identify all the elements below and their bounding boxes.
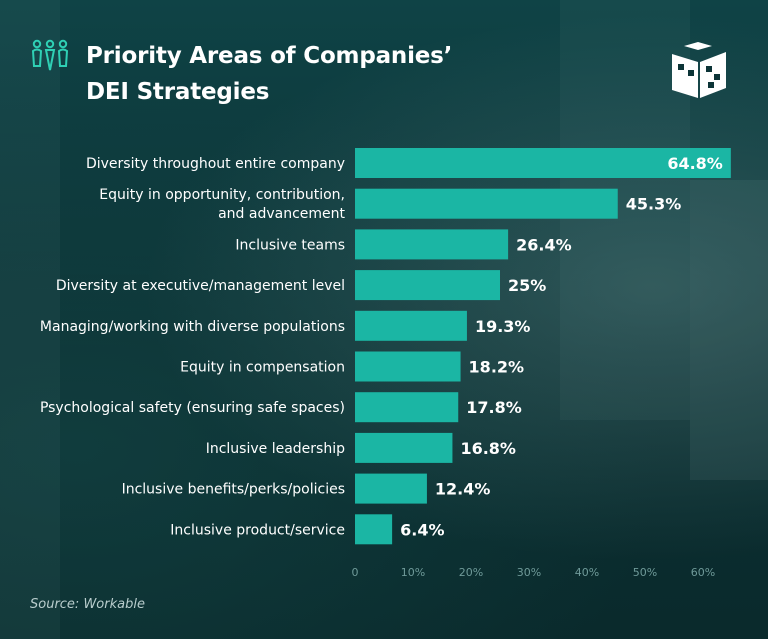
people-diversity-icon bbox=[31, 39, 69, 71]
category-label-1-line-1: and advancement bbox=[218, 206, 345, 222]
tick-label-3: 30% bbox=[517, 566, 541, 579]
tick-label-1: 10% bbox=[401, 566, 425, 579]
bar-1 bbox=[355, 188, 618, 219]
bar-2 bbox=[355, 229, 509, 260]
tick-label-4: 40% bbox=[575, 566, 599, 579]
category-label-0: Diversity throughout entire company bbox=[86, 156, 345, 172]
value-label-3: 25% bbox=[508, 276, 546, 295]
category-labels: Diversity throughout entire company Equit… bbox=[40, 156, 346, 538]
bar-6 bbox=[355, 392, 459, 423]
category-label-1-line-0: Equity in opportunity, contribution, bbox=[99, 187, 345, 203]
x-axis-ticks: 0 10% 20% 30% 40% 50% 60% bbox=[352, 566, 716, 579]
bar-3 bbox=[355, 270, 500, 301]
bg-building-left bbox=[0, 0, 60, 639]
tick-label-5: 50% bbox=[633, 566, 657, 579]
value-label-4: 19.3% bbox=[475, 317, 531, 336]
chart-title: Priority Areas of Companies’ DEI Strategi… bbox=[86, 38, 452, 110]
bar-9 bbox=[355, 514, 393, 545]
category-label-7: Inclusive leadership bbox=[206, 441, 345, 457]
value-label-7: 16.8% bbox=[460, 439, 516, 458]
source-note: Source: Workable bbox=[30, 597, 145, 612]
value-label-6: 17.8% bbox=[466, 398, 522, 417]
category-label-3: Diversity at executive/management level bbox=[56, 278, 345, 294]
category-label-8: Inclusive benefits/perks/policies bbox=[122, 482, 345, 498]
value-label-8: 12.4% bbox=[435, 480, 491, 499]
value-label-5: 18.2% bbox=[469, 358, 525, 377]
category-label-9: Inclusive product/service bbox=[170, 522, 345, 538]
category-label-6: Psychological safety (ensuring safe spac… bbox=[40, 400, 345, 416]
bar-4 bbox=[355, 310, 467, 341]
category-label-2: Inclusive teams bbox=[235, 237, 345, 253]
value-label-9: 6.4% bbox=[400, 520, 444, 539]
chart-title-text: Priority Areas of Companies’ DEI Strategi… bbox=[86, 43, 453, 105]
open-book-logo-icon bbox=[672, 42, 726, 98]
tick-label-0: 0 bbox=[352, 566, 359, 579]
tick-label-2: 20% bbox=[459, 566, 483, 579]
bg-window-right bbox=[690, 180, 768, 480]
bars-layer bbox=[355, 148, 731, 545]
bar-8 bbox=[355, 473, 427, 504]
category-label-5: Equity in compensation bbox=[180, 360, 345, 376]
bar-0 bbox=[355, 148, 731, 178]
value-label-2: 26.4% bbox=[516, 235, 572, 254]
value-labels: 64.8% 45.3% 26.4% 25% 19.3% 18.2% 17.8% 16.8% 12… bbox=[400, 154, 723, 539]
value-label-0: 64.8% bbox=[667, 154, 723, 173]
tick-label-6: 60% bbox=[691, 566, 715, 579]
category-label-4: Managing/working with diverse population… bbox=[40, 319, 345, 335]
bar-5 bbox=[355, 351, 461, 382]
bar-7 bbox=[355, 432, 453, 463]
value-label-1: 45.3% bbox=[626, 195, 682, 214]
